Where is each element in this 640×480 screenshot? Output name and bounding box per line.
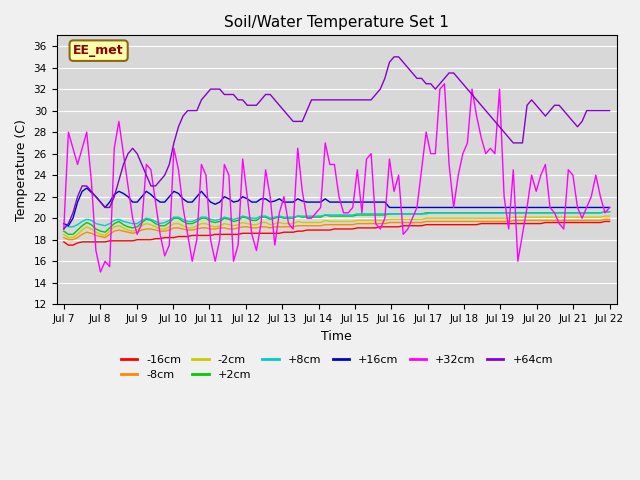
Legend: -16cm, -8cm, -2cm, +2cm, +8cm, +16cm, +32cm, +64cm: -16cm, -8cm, -2cm, +2cm, +8cm, +16cm, +3… xyxy=(116,350,557,385)
X-axis label: Time: Time xyxy=(321,330,352,343)
Title: Soil/Water Temperature Set 1: Soil/Water Temperature Set 1 xyxy=(224,15,449,30)
Text: EE_met: EE_met xyxy=(74,44,124,57)
Y-axis label: Temperature (C): Temperature (C) xyxy=(15,119,28,221)
